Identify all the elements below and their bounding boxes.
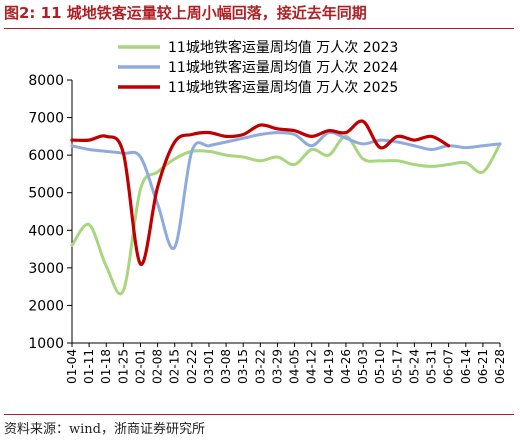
x-tick-label: 02-22	[185, 349, 199, 384]
x-tick-label: 03-29	[270, 349, 284, 384]
x-tick-label: 03-15	[236, 349, 250, 384]
x-tick-label: 01-25	[116, 349, 130, 384]
x-tick-label: 04-19	[322, 349, 336, 384]
x-tick-label: 06-14	[459, 349, 473, 384]
source-divider	[4, 414, 514, 415]
x-tick-label: 02-01	[133, 349, 147, 384]
series-line-2	[70, 130, 502, 250]
y-tick-label: 4000	[28, 223, 64, 239]
series-line-1	[70, 134, 502, 296]
y-tick-label: 8000	[28, 73, 64, 89]
source-note: 资料来源：wind，浙商证券研究所	[4, 422, 205, 437]
y-tick-label: 7000	[28, 111, 64, 127]
y-tick-label: 3000	[28, 261, 64, 277]
y-tick-label: 1000	[28, 336, 64, 352]
y-tick-label: 5000	[28, 186, 64, 202]
x-tick-label: 05-31	[425, 349, 439, 384]
x-tick-label: 04-12	[305, 349, 319, 384]
x-tick-label: 06-07	[442, 349, 456, 384]
x-tick-label: 05-10	[373, 349, 387, 384]
x-tick-label: 02-08	[151, 349, 165, 384]
x-tick-label: 05-17	[390, 349, 404, 384]
legend-label-3: 11城地铁客运量周均值 万人次 2025	[168, 79, 398, 96]
x-tick-label: 05-24	[407, 349, 421, 384]
x-tick-label: 03-08	[219, 349, 233, 384]
x-tick-label: 01-18	[99, 349, 113, 384]
series-line-3	[70, 119, 451, 266]
y-tick-label: 6000	[28, 148, 64, 164]
x-tick-label: 02-15	[168, 349, 182, 384]
x-tick-label: 04-05	[288, 349, 302, 384]
title-divider	[4, 28, 514, 29]
legend-label-2: 11城地铁客运量周均值 万人次 2024	[168, 59, 398, 76]
x-tick-label: 03-22	[253, 349, 267, 384]
y-tick-label: 2000	[28, 298, 64, 314]
series-layer	[70, 119, 502, 296]
chart-legend: 11城地铁客运量周均值 万人次 2023 11城地铁客运量周均值 万人次 2024…	[118, 39, 398, 96]
x-tick-label: 01-04	[65, 349, 79, 384]
x-tick-label: 06-28	[493, 349, 507, 384]
chart-title: 图2: 11 城地铁客运量较上周小幅回落，接近去年同期	[4, 4, 367, 22]
x-tick-label: 06-21	[476, 349, 490, 384]
legend-label-1: 11城地铁客运量周均值 万人次 2023	[168, 39, 398, 56]
x-tick-label: 05-03	[356, 349, 370, 384]
x-tick-label: 04-26	[339, 349, 353, 384]
x-tick-label: 03-01	[202, 349, 216, 384]
x-tick-label: 01-11	[82, 349, 96, 384]
